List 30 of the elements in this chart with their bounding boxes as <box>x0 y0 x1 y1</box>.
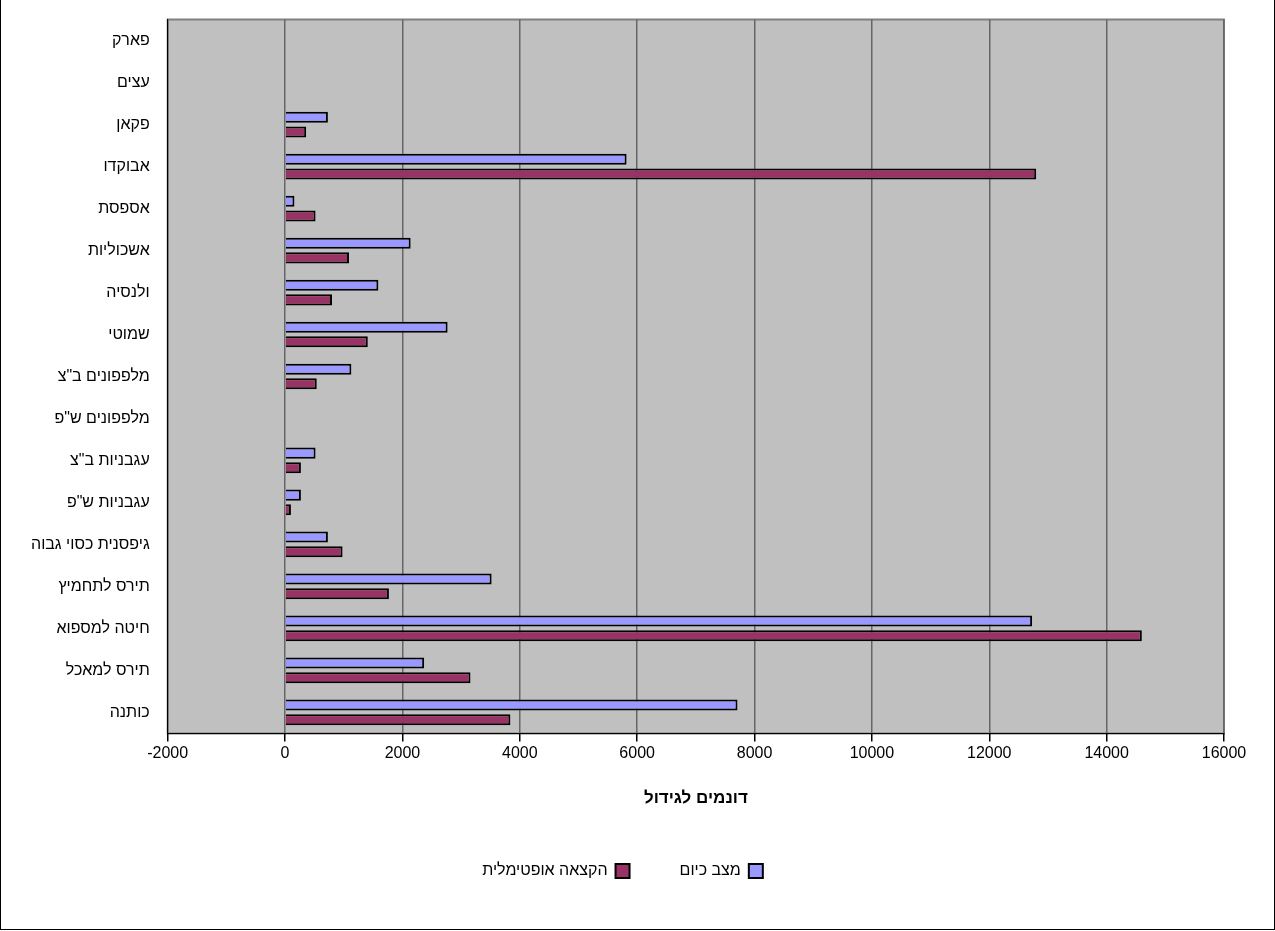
y-tick-label: כותנה <box>109 702 150 720</box>
y-tick-label: מלפפונים ש"פ <box>54 408 150 426</box>
y-tick-label: פארק <box>111 31 150 48</box>
x-tick-label: 14000 <box>1084 744 1129 762</box>
x-tick-label: 2000 <box>384 744 421 762</box>
legend-label: מצב כיום <box>679 861 741 879</box>
y-tick-label: מלפפונים ב"צ <box>57 366 150 384</box>
y-tick-label: עגבניות ב"צ <box>70 450 150 468</box>
x-tick-label: 6000 <box>619 744 656 762</box>
x-tick-label: 0 <box>280 744 290 762</box>
x-tick-label: 4000 <box>502 744 538 762</box>
y-tick-label: תירס לתחמיץ <box>58 576 150 594</box>
x-tick-label: 12000 <box>967 744 1012 762</box>
y-tick-label: שמוטי <box>108 324 150 342</box>
y-tick-label: פקאן <box>116 114 150 132</box>
y-tick-label: עצים <box>116 72 150 90</box>
y-tick-label: ולנסיה <box>106 282 150 300</box>
x-tick-label: 10000 <box>849 744 895 762</box>
y-tick-label: תירס למאכל <box>65 660 150 678</box>
y-tick-label: חיטה למספוא <box>56 618 150 636</box>
y-tick-label: עגבניות ש"פ <box>66 492 150 510</box>
x-tick-label: -2000 <box>147 744 189 762</box>
x-axis-title: דונמים לגידול <box>643 788 748 808</box>
y-tick-label: גיפסנית כסוי גבוה <box>30 534 150 552</box>
y-tick-label: אספסת <box>98 198 150 216</box>
legend-label: הקצאה אופטימלית <box>482 861 608 879</box>
x-tick-label: 16000 <box>1201 744 1247 762</box>
y-tick-label: אשכוליות <box>87 240 150 258</box>
y-tick-label: אבוקדו <box>103 156 150 174</box>
x-tick-label: 8000 <box>736 744 773 762</box>
